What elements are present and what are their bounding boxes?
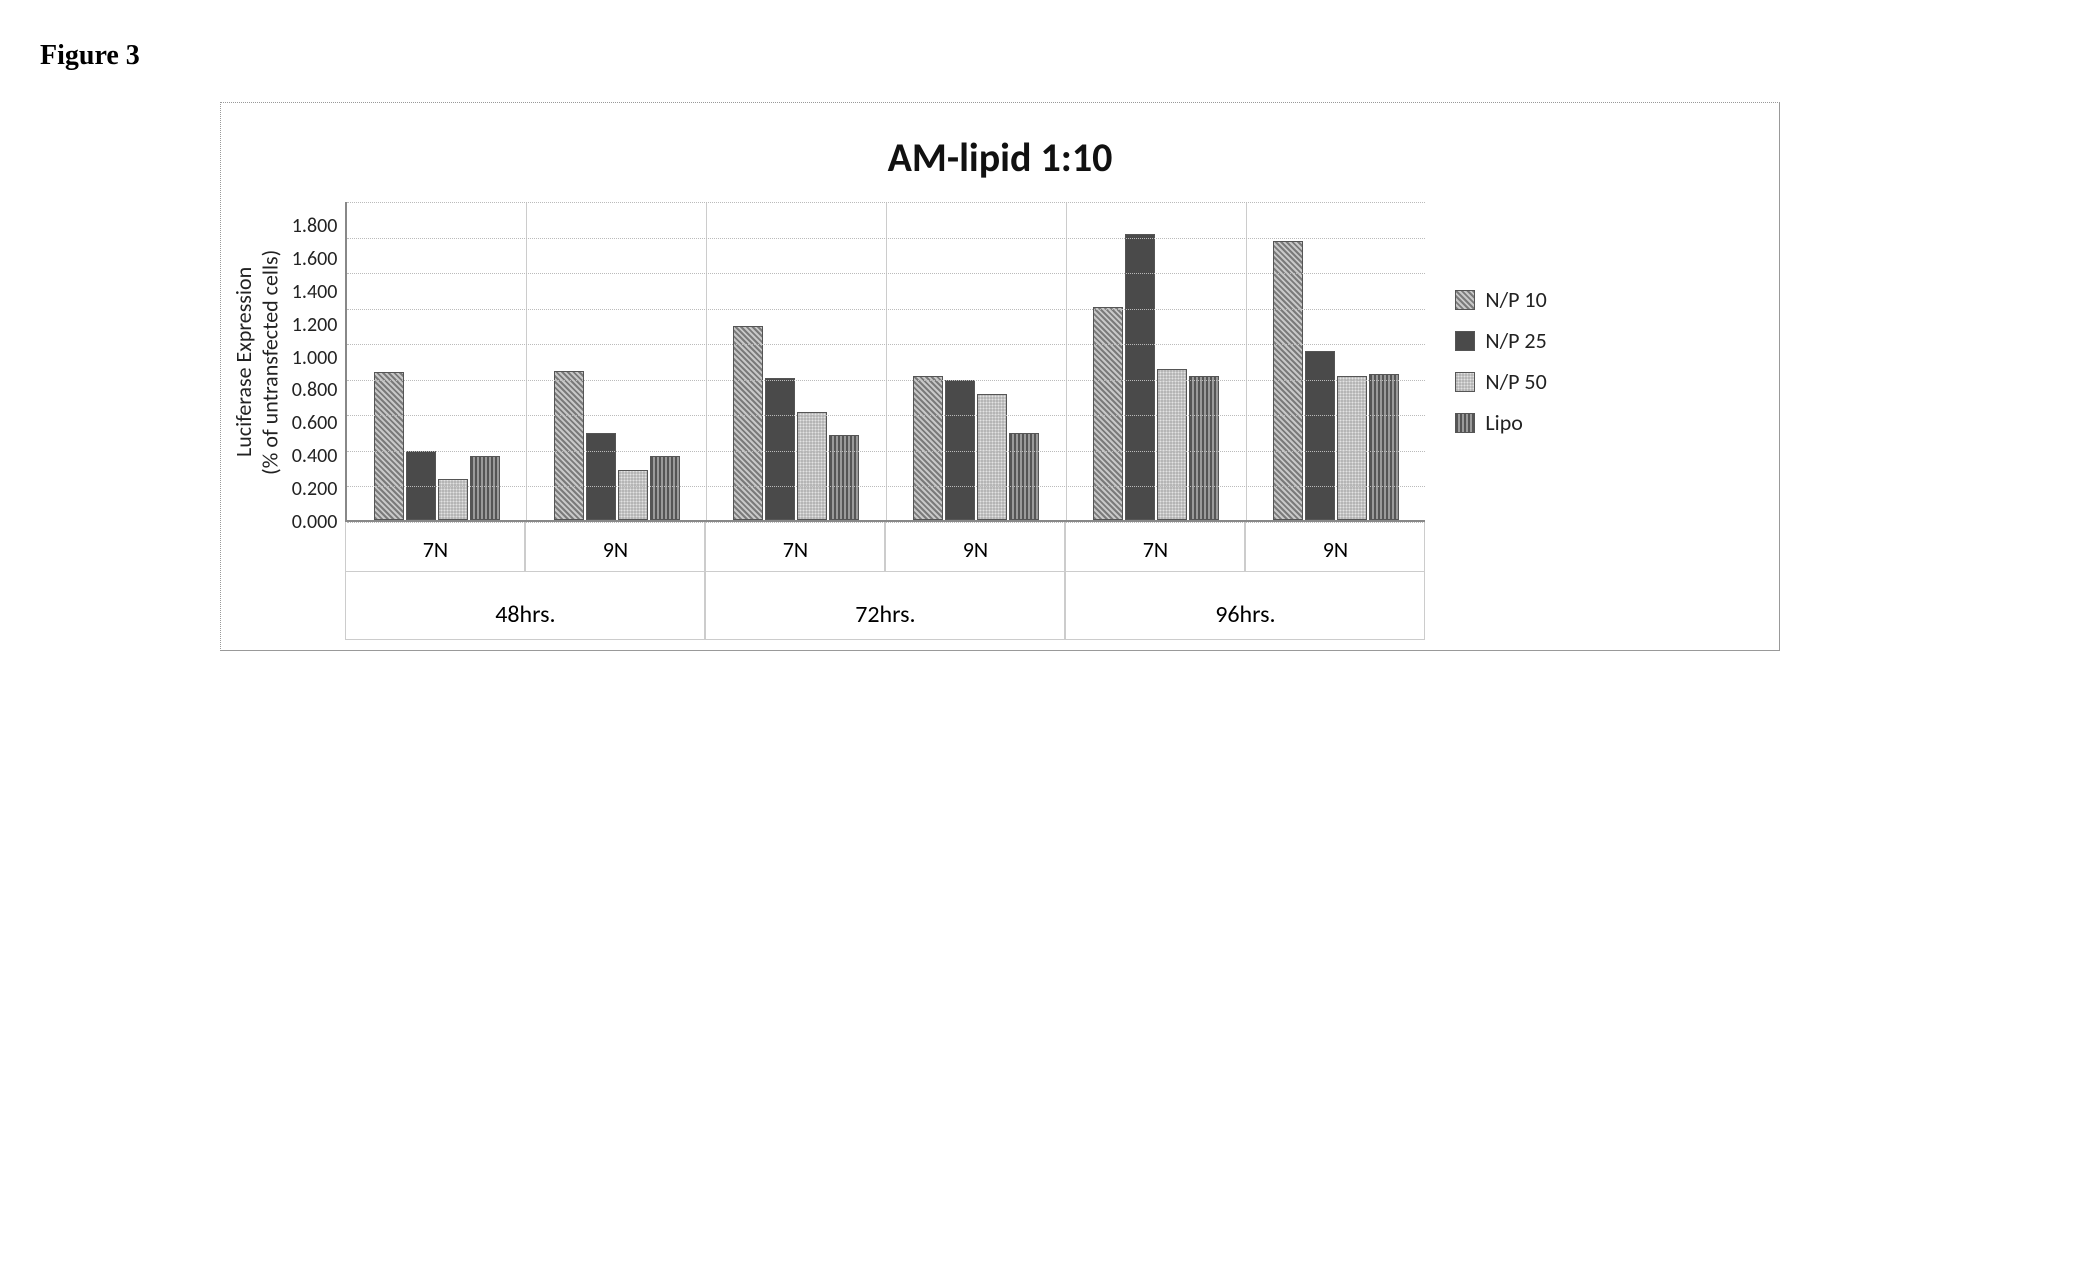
legend-label: N/P 25 (1485, 327, 1546, 354)
bar-group (707, 202, 887, 520)
bar (618, 470, 648, 520)
gridline (347, 202, 1425, 203)
y-tick-label: 1.200 (292, 313, 338, 337)
bar (1337, 376, 1367, 520)
plot-column: 1.800 1.600 1.400 1.200 1.000 0.800 0.600 0.400… (292, 202, 1426, 640)
legend-item: N/P 25 (1455, 327, 1546, 354)
legend-item: N/P 10 (1455, 286, 1546, 313)
bar (650, 456, 680, 520)
y-tick-label: 0.400 (292, 444, 338, 468)
x-axis-sub-labels: 7N9N7N9N7N9N (345, 522, 1425, 572)
y-tick-label: 1.000 (292, 346, 338, 370)
x-sub-label: 9N (525, 522, 705, 572)
bar (554, 371, 584, 520)
bar (1305, 351, 1335, 520)
y-tick-label: 0.600 (292, 411, 338, 435)
chart-title: AM-lipid 1:10 (231, 133, 1769, 182)
gridline (347, 238, 1425, 239)
chart-frame: AM-lipid 1:10 Luciferase Expression (% o… (220, 102, 1780, 651)
bar-group (1247, 202, 1426, 520)
bar-group (1067, 202, 1247, 520)
bar (1157, 369, 1187, 520)
y-tick-label: 1.400 (292, 280, 338, 304)
gridline (347, 415, 1425, 416)
gridline (347, 344, 1425, 345)
x-axis-major-labels: 48hrs.72hrs.96hrs. (345, 572, 1425, 640)
y-tick-label: 0.800 (292, 378, 338, 402)
legend-swatch (1455, 331, 1475, 351)
bar-groups (347, 202, 1425, 520)
bar (470, 456, 500, 520)
y-axis-label: Luciferase Expression (% of untransfecte… (231, 202, 284, 552)
y-tick-label: 1.600 (292, 247, 338, 271)
y-axis-label-line2: (% of untransfected cells) (256, 249, 283, 474)
bar (586, 433, 616, 520)
bar (1369, 374, 1399, 520)
bar (406, 451, 436, 520)
bar-group (347, 202, 527, 520)
legend: N/P 10 N/P 25 N/P 50 Lipo (1455, 272, 1546, 450)
legend-label: N/P 50 (1485, 368, 1546, 395)
plot-row: 1.800 1.600 1.400 1.200 1.000 0.800 0.600 0.400… (292, 202, 1426, 522)
y-axis-ticks: 1.800 1.600 1.400 1.200 1.000 0.800 0.600 0.400… (292, 202, 346, 522)
y-tick-label: 1.800 (292, 214, 338, 238)
bar (733, 326, 763, 520)
x-sub-label: 9N (885, 522, 1065, 572)
gridline (347, 522, 1425, 523)
bar (1093, 307, 1123, 520)
x-major-label: 96hrs. (1065, 572, 1425, 640)
bar (1125, 234, 1155, 520)
y-tick-label: 0.200 (292, 477, 338, 501)
gridline (347, 486, 1425, 487)
x-major-label: 48hrs. (345, 572, 705, 640)
legend-label: Lipo (1485, 409, 1522, 436)
bar (765, 378, 795, 520)
gridline (347, 273, 1425, 274)
gridline (347, 380, 1425, 381)
figure-caption: Figure 3 (40, 40, 2036, 72)
legend-label: N/P 10 (1485, 286, 1546, 313)
bar-group (527, 202, 707, 520)
chart-body: Luciferase Expression (% of untransfecte… (231, 202, 1769, 640)
x-sub-label: 7N (345, 522, 525, 572)
bar (438, 479, 468, 520)
legend-swatch (1455, 290, 1475, 310)
bar (829, 435, 859, 520)
x-major-label: 72hrs. (705, 572, 1065, 640)
y-tick-label: 0.000 (292, 510, 338, 534)
bar (1189, 376, 1219, 520)
bar (797, 412, 827, 520)
bar (945, 380, 975, 520)
legend-swatch (1455, 372, 1475, 392)
bar (374, 372, 404, 520)
legend-item: N/P 50 (1455, 368, 1546, 395)
legend-item: Lipo (1455, 409, 1546, 436)
x-sub-label: 7N (705, 522, 885, 572)
gridline (347, 309, 1425, 310)
bar (1009, 433, 1039, 520)
bar (913, 376, 943, 520)
bar (977, 394, 1007, 520)
x-sub-label: 9N (1245, 522, 1425, 572)
legend-swatch (1455, 413, 1475, 433)
bar-group (887, 202, 1067, 520)
x-sub-label: 7N (1065, 522, 1245, 572)
gridline (347, 451, 1425, 452)
y-axis-label-line1: Luciferase Expression (230, 267, 257, 457)
plot-area (345, 202, 1425, 522)
